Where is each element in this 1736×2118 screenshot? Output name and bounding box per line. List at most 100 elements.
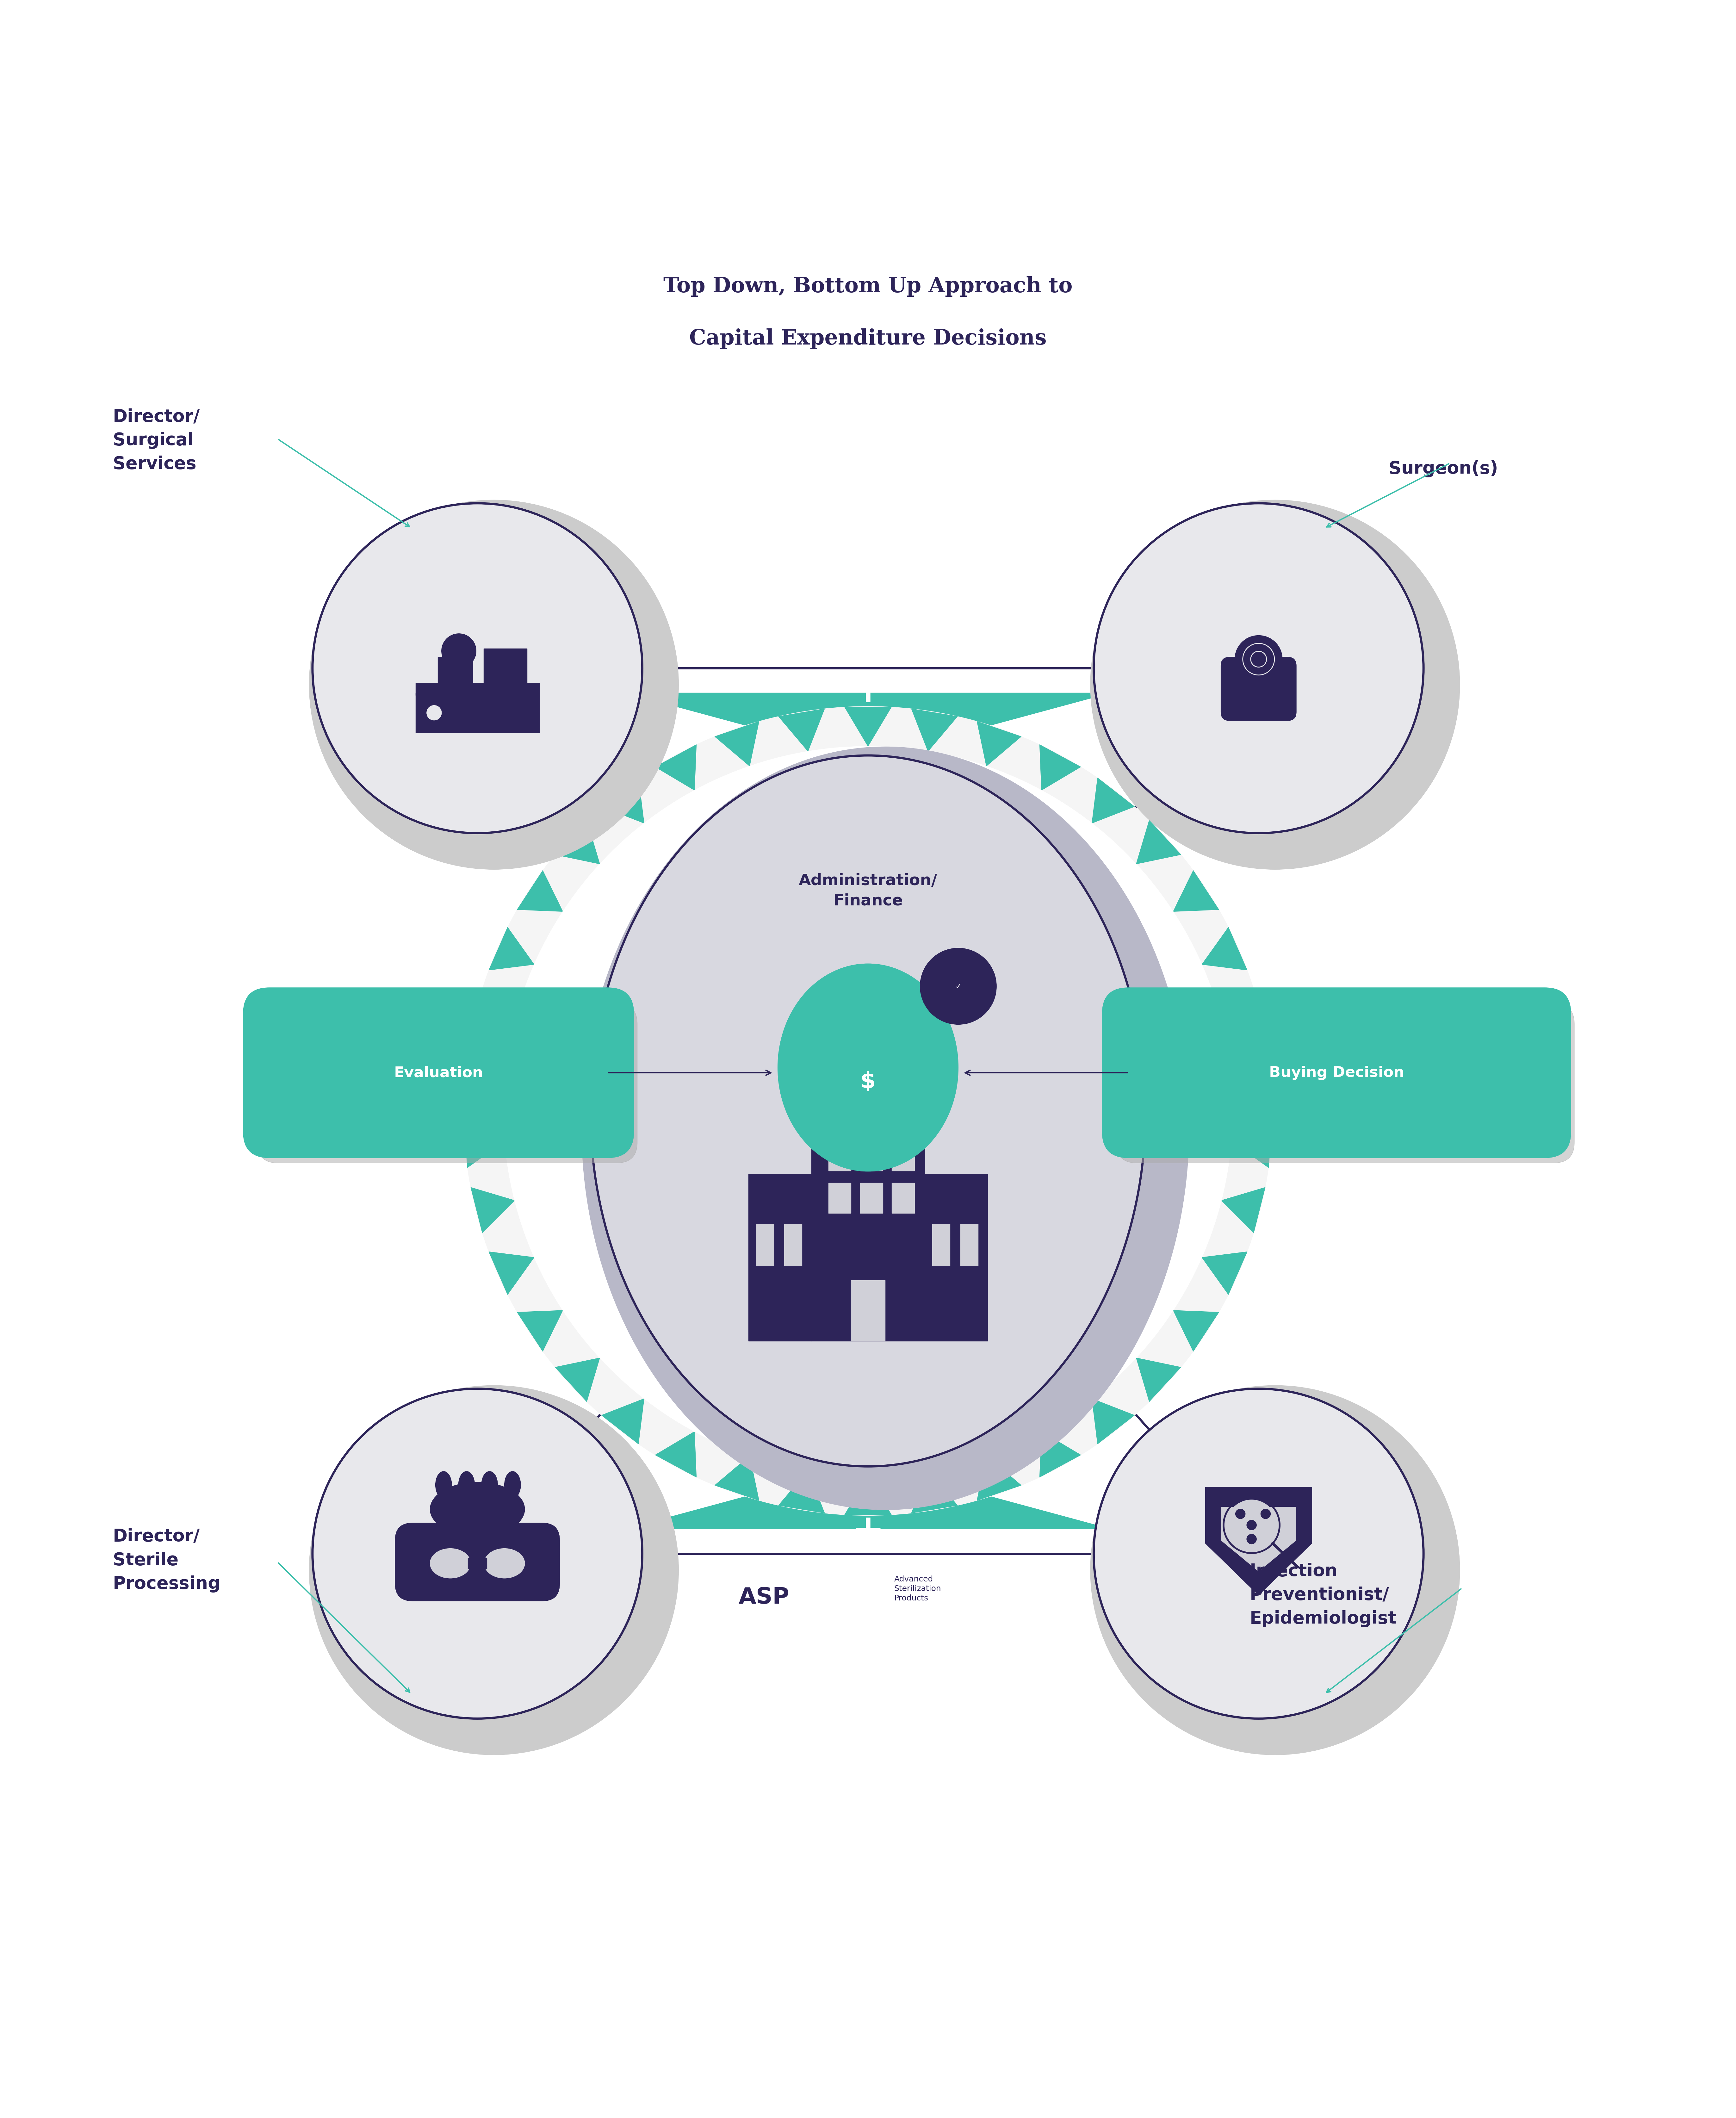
FancyBboxPatch shape xyxy=(748,1173,811,1341)
Polygon shape xyxy=(601,777,644,824)
Circle shape xyxy=(503,746,1233,1476)
FancyBboxPatch shape xyxy=(960,1224,977,1267)
Polygon shape xyxy=(1231,1120,1272,1167)
Ellipse shape xyxy=(458,1472,474,1500)
Circle shape xyxy=(422,701,446,724)
Polygon shape xyxy=(470,989,514,1034)
FancyBboxPatch shape xyxy=(828,1097,851,1129)
FancyBboxPatch shape xyxy=(859,1184,882,1214)
Ellipse shape xyxy=(778,964,958,1171)
Circle shape xyxy=(309,1385,679,1756)
Text: Capital Expenditure Decisions: Capital Expenditure Decisions xyxy=(689,328,1047,349)
FancyBboxPatch shape xyxy=(415,684,540,695)
Polygon shape xyxy=(715,1455,759,1500)
FancyBboxPatch shape xyxy=(785,1224,802,1267)
FancyBboxPatch shape xyxy=(469,1559,486,1569)
FancyBboxPatch shape xyxy=(811,1046,925,1057)
Text: ✓: ✓ xyxy=(955,983,962,991)
Polygon shape xyxy=(715,722,759,767)
FancyBboxPatch shape xyxy=(811,1065,925,1076)
Polygon shape xyxy=(1231,1055,1272,1101)
Polygon shape xyxy=(1222,1188,1266,1233)
FancyBboxPatch shape xyxy=(1220,657,1297,720)
FancyBboxPatch shape xyxy=(811,1106,925,1116)
Polygon shape xyxy=(778,1470,825,1512)
Polygon shape xyxy=(1201,928,1246,970)
Ellipse shape xyxy=(481,1472,498,1500)
Polygon shape xyxy=(911,710,958,752)
Polygon shape xyxy=(470,1188,514,1233)
Ellipse shape xyxy=(582,748,1189,1510)
FancyBboxPatch shape xyxy=(243,987,634,1159)
Polygon shape xyxy=(627,693,1111,758)
FancyBboxPatch shape xyxy=(396,1523,559,1601)
Polygon shape xyxy=(601,1398,644,1444)
Circle shape xyxy=(1094,504,1424,832)
Text: +: + xyxy=(851,671,885,710)
Polygon shape xyxy=(845,1476,891,1514)
Polygon shape xyxy=(556,820,599,864)
Polygon shape xyxy=(654,746,696,790)
Polygon shape xyxy=(654,1432,696,1478)
FancyBboxPatch shape xyxy=(1116,1004,1575,1163)
Polygon shape xyxy=(627,1464,1111,1529)
Text: $: $ xyxy=(861,1072,875,1093)
FancyBboxPatch shape xyxy=(755,1224,774,1267)
Circle shape xyxy=(1234,635,1283,684)
Circle shape xyxy=(1260,1508,1271,1519)
Circle shape xyxy=(1246,1521,1257,1529)
FancyBboxPatch shape xyxy=(257,1004,637,1163)
Polygon shape xyxy=(1092,777,1135,824)
Polygon shape xyxy=(1092,1398,1135,1444)
Polygon shape xyxy=(1137,1358,1180,1402)
FancyBboxPatch shape xyxy=(415,693,540,733)
FancyBboxPatch shape xyxy=(811,1087,925,1097)
Polygon shape xyxy=(1205,1487,1312,1595)
Circle shape xyxy=(1226,1500,1276,1550)
Circle shape xyxy=(1246,1533,1257,1544)
Ellipse shape xyxy=(436,1472,451,1500)
Text: Top Down, Bottom Up Approach to: Top Down, Bottom Up Approach to xyxy=(663,275,1073,297)
Ellipse shape xyxy=(505,1472,521,1500)
FancyBboxPatch shape xyxy=(851,1279,885,1341)
Text: Infection
Preventionist/
Epidemiologist: Infection Preventionist/ Epidemiologist xyxy=(1250,1563,1397,1627)
Polygon shape xyxy=(556,1358,599,1402)
Text: Evaluation: Evaluation xyxy=(394,1065,483,1080)
Text: Director/
Sterile
Processing: Director/ Sterile Processing xyxy=(113,1527,220,1593)
FancyBboxPatch shape xyxy=(484,648,528,684)
Polygon shape xyxy=(1174,870,1219,911)
Ellipse shape xyxy=(431,1483,524,1536)
Ellipse shape xyxy=(484,1548,524,1578)
Text: Administration/
Finance: Administration/ Finance xyxy=(799,873,937,909)
FancyBboxPatch shape xyxy=(925,1173,988,1341)
Circle shape xyxy=(1094,1389,1424,1718)
Polygon shape xyxy=(517,870,562,911)
Circle shape xyxy=(1236,1508,1245,1519)
FancyBboxPatch shape xyxy=(892,1184,915,1214)
FancyBboxPatch shape xyxy=(859,1142,882,1171)
Polygon shape xyxy=(845,707,891,746)
FancyBboxPatch shape xyxy=(828,1142,851,1171)
Polygon shape xyxy=(977,722,1021,767)
Polygon shape xyxy=(464,1120,505,1167)
Polygon shape xyxy=(1222,1508,1295,1572)
Circle shape xyxy=(312,504,642,832)
FancyBboxPatch shape xyxy=(437,657,472,693)
FancyBboxPatch shape xyxy=(828,1184,851,1214)
Circle shape xyxy=(312,1389,642,1718)
Circle shape xyxy=(464,707,1272,1516)
FancyBboxPatch shape xyxy=(892,1142,915,1171)
Text: Surgeon(s): Surgeon(s) xyxy=(1389,460,1498,477)
Polygon shape xyxy=(490,928,535,970)
Circle shape xyxy=(309,500,679,870)
Text: Director/
Surgical
Services: Director/ Surgical Services xyxy=(113,409,200,472)
Circle shape xyxy=(920,949,996,1025)
Polygon shape xyxy=(1137,820,1180,864)
Ellipse shape xyxy=(431,1548,470,1578)
Polygon shape xyxy=(1174,1311,1219,1351)
Polygon shape xyxy=(1040,746,1082,790)
Polygon shape xyxy=(517,1311,562,1351)
Polygon shape xyxy=(1201,1252,1246,1294)
Ellipse shape xyxy=(590,756,1146,1466)
FancyBboxPatch shape xyxy=(1102,987,1571,1159)
